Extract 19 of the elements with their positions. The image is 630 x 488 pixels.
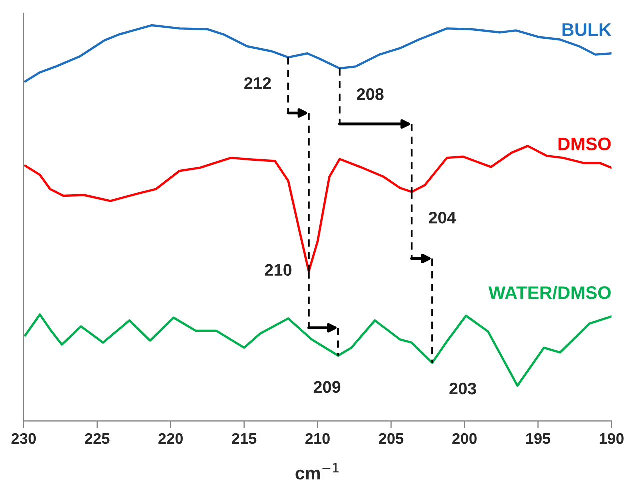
x-tick-label: 220 [158, 433, 184, 444]
x-tick-label: 210 [306, 433, 330, 444]
x-tick-label: 205 [379, 433, 404, 444]
annotation: 208 [357, 88, 384, 100]
x-tick-label: 190 [600, 433, 624, 444]
series-label: DMSO [558, 138, 611, 151]
x-tick-label: 200 [452, 433, 477, 444]
series-label: WATER/DMSO [488, 286, 611, 300]
x-tick-label: 225 [85, 433, 110, 444]
annotation: 203 [450, 382, 476, 395]
annotation: 212 [244, 77, 272, 90]
annotation: 209 [314, 381, 341, 394]
annotation: 204 [429, 212, 456, 224]
x-tick-label: 195 [526, 433, 551, 444]
x-axis-title: cm$^{−1}$ [296, 463, 339, 480]
x-tick-label: 230 [12, 433, 36, 444]
series-label: BULK [562, 24, 612, 36]
annotation: 210 [265, 264, 292, 276]
x-tick-label: 215 [232, 433, 257, 444]
